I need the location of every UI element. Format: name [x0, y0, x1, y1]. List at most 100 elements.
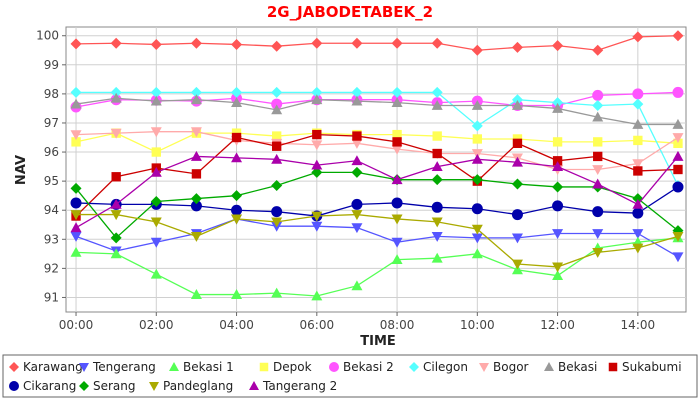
data-point-depok: [151, 147, 161, 157]
data-point-tengerang: [311, 221, 323, 232]
legend-label-karawang: Karawang: [23, 360, 83, 374]
data-point-bekasi-1: [271, 287, 283, 298]
legend-marker-bekasi-2: [329, 362, 339, 372]
legend-item-cilegon: Cilegon: [409, 360, 468, 374]
data-point-serang: [471, 174, 483, 186]
data-point-tengerang: [351, 223, 363, 234]
data-point-bekasi-1: [231, 289, 243, 299]
legend-item-pandeglang: Pandeglang: [149, 379, 233, 393]
data-point-tengerang: [592, 229, 604, 239]
data-point-tangerang-2: [190, 150, 202, 161]
data-point-bogor: [351, 138, 363, 149]
x-tick-label: 04:00: [219, 318, 254, 332]
legend-label-bekasi-1: Bekasi 1: [183, 360, 234, 374]
data-point-bekasi-1: [110, 248, 122, 259]
data-point-tangerang-2: [391, 174, 403, 185]
data-point-serang: [231, 190, 243, 202]
data-point-tangerang-2: [70, 222, 82, 233]
legend-label-sukabumi: Sukabumi: [622, 360, 682, 374]
data-point-karawang: [672, 30, 684, 42]
legend-item-tangerang-2: Tangerang 2: [249, 379, 337, 393]
legend-label-cikarang: Cikarang: [23, 379, 76, 393]
series-pandeglang: [70, 210, 684, 273]
data-point-tangerang-2: [471, 153, 483, 164]
series-line-bogor: [76, 131, 679, 171]
data-point-pandeglang: [271, 217, 283, 228]
y-tick-label: 100: [36, 29, 59, 43]
series-line-cilegon: [76, 91, 679, 186]
data-point-bekasi-1: [311, 290, 323, 301]
legend-item-cikarang: Cikarang: [9, 379, 76, 393]
data-point-serang: [110, 232, 122, 244]
data-point-depok: [472, 134, 483, 144]
series-bekasi-1: [70, 232, 684, 301]
data-point-depok: [593, 137, 603, 147]
data-point-bekasi-1: [150, 268, 162, 279]
series-line-pandeglang: [76, 213, 679, 268]
series-line-bekasi: [75, 97, 678, 126]
data-point-karawang: [471, 44, 483, 56]
x-tick-label: 12:00: [540, 318, 575, 332]
series-karawang: [70, 30, 684, 56]
data-point-bogor: [311, 140, 323, 151]
data-point-serang: [351, 166, 363, 178]
series-line-serang: [75, 171, 679, 239]
series-line-tangerang-2: [75, 155, 679, 229]
data-point-cikarang: [190, 200, 202, 212]
y-tick-label: 92: [44, 261, 59, 275]
data-point-sukabumi: [352, 131, 362, 141]
data-point-depok: [552, 137, 563, 147]
data-point-bekasi-1: [391, 254, 403, 265]
x-axis-title: TIME: [360, 334, 396, 349]
data-point-cikarang: [351, 198, 363, 210]
data-point-tangerang-2: [271, 153, 283, 164]
data-point-bogor: [150, 127, 162, 138]
data-point-karawang: [632, 31, 644, 43]
data-point-bekasi: [391, 97, 403, 108]
data-point-cilegon: [351, 86, 363, 98]
data-point-bogor: [70, 130, 82, 141]
legend-item-bogor: Bogor: [479, 360, 529, 374]
data-point-serang: [552, 181, 564, 193]
data-point-bekasi-1: [431, 252, 443, 263]
data-point-depok: [71, 137, 81, 147]
chart-title: 2G_JABODETABEK_2: [267, 3, 433, 21]
data-point-bekasi: [431, 100, 443, 110]
data-point-cilegon: [592, 100, 604, 112]
legend-marker-pandeglang: [149, 382, 159, 391]
data-point-cilegon: [431, 86, 443, 98]
data-point-depok: [432, 131, 442, 141]
data-point-tangerang-2: [552, 161, 564, 171]
data-point-karawang: [231, 38, 243, 50]
data-point-bekasi: [150, 95, 162, 106]
data-point-karawang: [190, 37, 202, 49]
data-point-cikarang: [672, 181, 684, 193]
data-point-tengerang: [70, 231, 82, 242]
data-point-tangerang-2: [150, 166, 162, 177]
legend-marker-karawang: [9, 362, 19, 372]
data-point-cilegon: [150, 86, 162, 98]
data-point-tangerang-2: [351, 155, 363, 166]
data-point-depok: [673, 138, 683, 149]
data-point-karawang: [110, 37, 122, 49]
data-point-cikarang: [231, 204, 243, 216]
data-point-pandeglang: [110, 210, 122, 221]
data-point-depok: [633, 135, 643, 146]
data-point-bekasi-2: [672, 86, 684, 98]
data-point-tengerang: [632, 229, 644, 239]
data-point-cilegon: [471, 120, 483, 132]
data-point-bogor: [190, 127, 202, 138]
legend-marker-depok: [259, 362, 269, 372]
data-point-tangerang-2: [311, 159, 323, 170]
data-point-pandeglang: [592, 247, 604, 258]
data-point-sukabumi: [272, 141, 282, 151]
data-point-cilegon: [552, 97, 564, 109]
legend-item-depok: Depok: [259, 360, 312, 374]
data-point-sukabumi: [593, 151, 603, 162]
data-point-sukabumi: [512, 138, 523, 149]
data-point-cikarang: [471, 203, 483, 215]
legend-marker-sukabumi: [608, 362, 618, 372]
data-point-bekasi-1: [70, 246, 82, 257]
legend-box: [2, 354, 698, 398]
legend-item-sukabumi: Sukabumi: [608, 360, 682, 374]
